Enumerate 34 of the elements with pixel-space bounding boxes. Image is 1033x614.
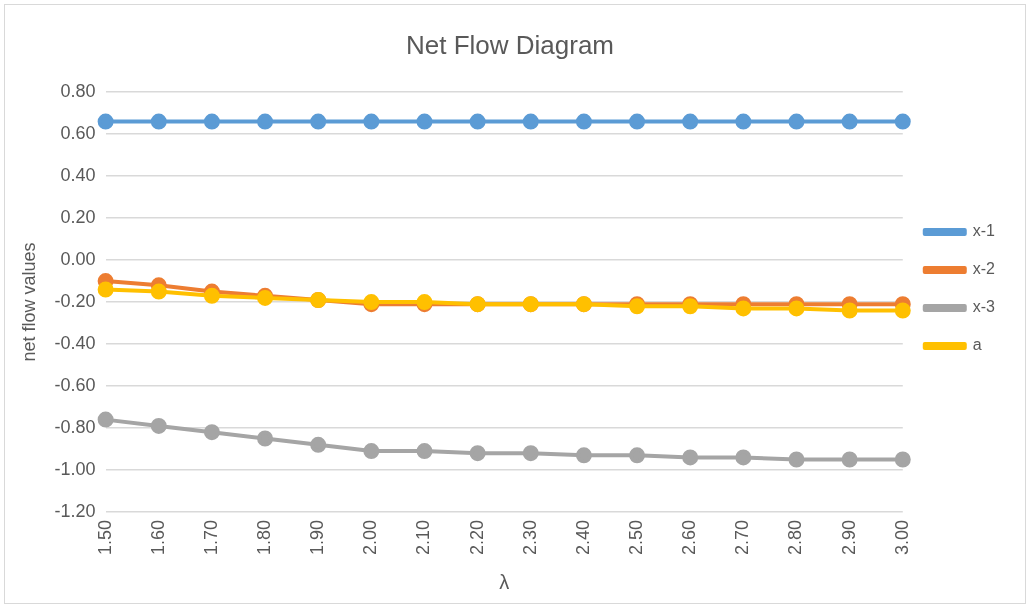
x-tick-label: 1.60 (147, 519, 168, 556)
y-tick-label: 0.20 (60, 207, 96, 228)
chart-title: Net Flow Diagram (405, 29, 615, 60)
y-tick-label: -0.40 (54, 333, 96, 354)
x-tick-label: 3.00 (891, 519, 912, 556)
y-axis-title: net flow values (18, 242, 39, 362)
x-tick-label: 2.80 (785, 519, 806, 556)
x-tick-label: 2.70 (732, 519, 753, 556)
legend-label: a (972, 336, 982, 354)
x-axis-title: λ (499, 571, 510, 594)
y-tick-label: 0.80 (60, 81, 96, 102)
y-tick-label: -1.00 (54, 458, 96, 479)
x-tick-label: 2.40 (572, 519, 593, 556)
x-tick-label: 1.90 (307, 519, 328, 556)
x-tick-label: 1.50 (94, 519, 115, 556)
x-tick-label: 2.60 (679, 519, 700, 556)
y-tick-label: -0.80 (54, 416, 96, 437)
x-tick-label: 2.30 (519, 519, 540, 556)
x-tick-label: 1.70 (200, 519, 221, 556)
y-tick-label: 0.40 (60, 165, 96, 186)
x-tick-label: 1.80 (254, 519, 275, 556)
legend-label: x-2 (972, 260, 996, 278)
y-tick-label: 0.00 (60, 249, 96, 270)
x-tick-label: 2.00 (360, 519, 381, 556)
y-tick-label: -1.20 (54, 500, 96, 521)
x-tick-label: 2.90 (838, 519, 859, 556)
x-tick-label: 2.20 (466, 519, 487, 556)
y-tick-label: 0.60 (60, 123, 96, 144)
y-tick-label: -0.20 (54, 291, 96, 312)
legend-label: x-1 (972, 222, 996, 240)
legend-label: x-3 (972, 298, 996, 316)
y-tick-label: -0.60 (54, 375, 96, 396)
x-tick-label: 2.10 (413, 519, 434, 556)
x-tick-label: 2.50 (626, 519, 647, 556)
